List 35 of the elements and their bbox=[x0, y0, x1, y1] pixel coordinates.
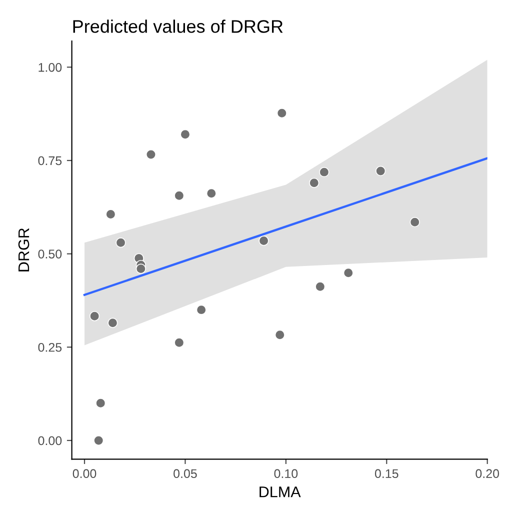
x-tick-label: 0.20 bbox=[476, 469, 500, 478]
x-tick-label: 0.15 bbox=[374, 469, 398, 478]
y-tick-label: 0.00 bbox=[38, 436, 62, 446]
y-tick-label: 1.00 bbox=[38, 62, 62, 72]
y-tick-label: 0.75 bbox=[38, 156, 62, 166]
point bbox=[258, 236, 269, 246]
point bbox=[319, 166, 330, 178]
point bbox=[206, 188, 216, 198]
point bbox=[94, 435, 104, 446]
point bbox=[136, 264, 146, 274]
x-tick-label: 0.05 bbox=[174, 469, 197, 478]
point bbox=[106, 209, 116, 220]
x-axis-title: DLMA bbox=[260, 486, 301, 498]
point bbox=[180, 129, 190, 140]
point bbox=[116, 238, 126, 248]
point bbox=[343, 268, 354, 278]
x-tick-label: 0.10 bbox=[274, 469, 298, 478]
point bbox=[174, 190, 184, 201]
point bbox=[196, 304, 206, 315]
chart-title: Predicted values of DRGR bbox=[73, 20, 283, 33]
x-tick-label: 0.00 bbox=[72, 469, 96, 478]
point bbox=[376, 166, 386, 176]
point bbox=[90, 311, 100, 322]
point bbox=[174, 338, 184, 348]
point bbox=[146, 149, 156, 160]
point bbox=[309, 178, 320, 188]
y-tick-label: 0.50 bbox=[38, 250, 62, 258]
point bbox=[410, 217, 420, 228]
y-axis-title: DRGR bbox=[18, 228, 30, 272]
y-tick-label: 0.25 bbox=[38, 342, 62, 352]
point bbox=[96, 398, 106, 408]
point bbox=[274, 330, 285, 340]
point bbox=[315, 282, 326, 292]
point bbox=[276, 108, 287, 118]
point bbox=[108, 318, 118, 328]
